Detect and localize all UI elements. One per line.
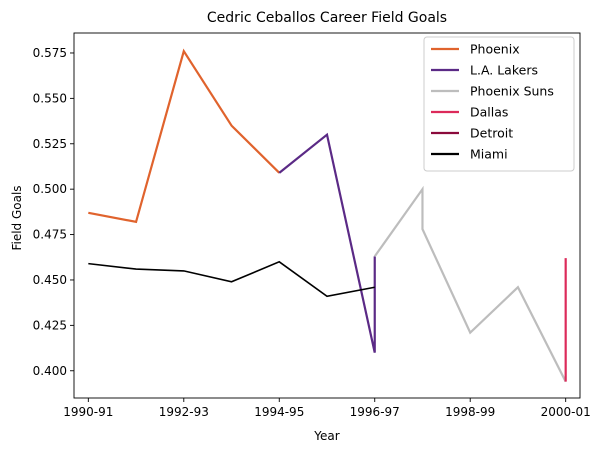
plot-frame <box>73 32 581 399</box>
chart-title: Cedric Ceballos Career Field Goals <box>207 10 447 26</box>
plot-area: 1990-91 1992-93 1994-95 1996-97 1998-99 2000-… <box>33 32 591 419</box>
legend-box <box>423 36 575 172</box>
series-line-l-a-lakers <box>278 132 376 353</box>
y-tick-label: 0.575 <box>33 46 67 60</box>
series-line-phoenix-suns <box>373 185 567 383</box>
y-tick-label: 0.450 <box>33 273 67 287</box>
x-tick-label: 1992-93 <box>159 405 209 419</box>
x-tick-label: 2000-01 <box>541 405 591 419</box>
series-line-miami <box>88 260 375 298</box>
x-tick-label: 1998-99 <box>445 405 495 419</box>
x-tick-label: 1994-95 <box>254 405 304 419</box>
legend: Phoenix L.A. Lakers Phoenix Suns Dallas Detr… <box>423 36 575 172</box>
x-tick-label: 1996-97 <box>350 405 400 419</box>
x-axis-label: Year <box>313 429 339 443</box>
legend-label: Phoenix <box>470 42 520 57</box>
legend-label: Detroit <box>470 126 513 141</box>
y-axis-label: Field Goals <box>10 185 24 250</box>
y-tick-label: 0.425 <box>33 318 67 332</box>
y-tick-label: 0.500 <box>33 182 67 196</box>
y-tick-label: 0.525 <box>33 137 67 151</box>
legend-label: Miami <box>470 147 508 162</box>
legend-label: Dallas <box>470 105 508 120</box>
legend-label: L.A. Lakers <box>470 63 538 78</box>
x-tick-label: 1990-91 <box>63 405 113 419</box>
y-tick-label: 0.475 <box>33 228 67 242</box>
y-tick-label: 0.400 <box>33 364 67 378</box>
y-tick-label: 0.550 <box>33 91 67 105</box>
series-line-phoenix <box>88 48 281 224</box>
legend-label: Phoenix Suns <box>470 84 554 99</box>
